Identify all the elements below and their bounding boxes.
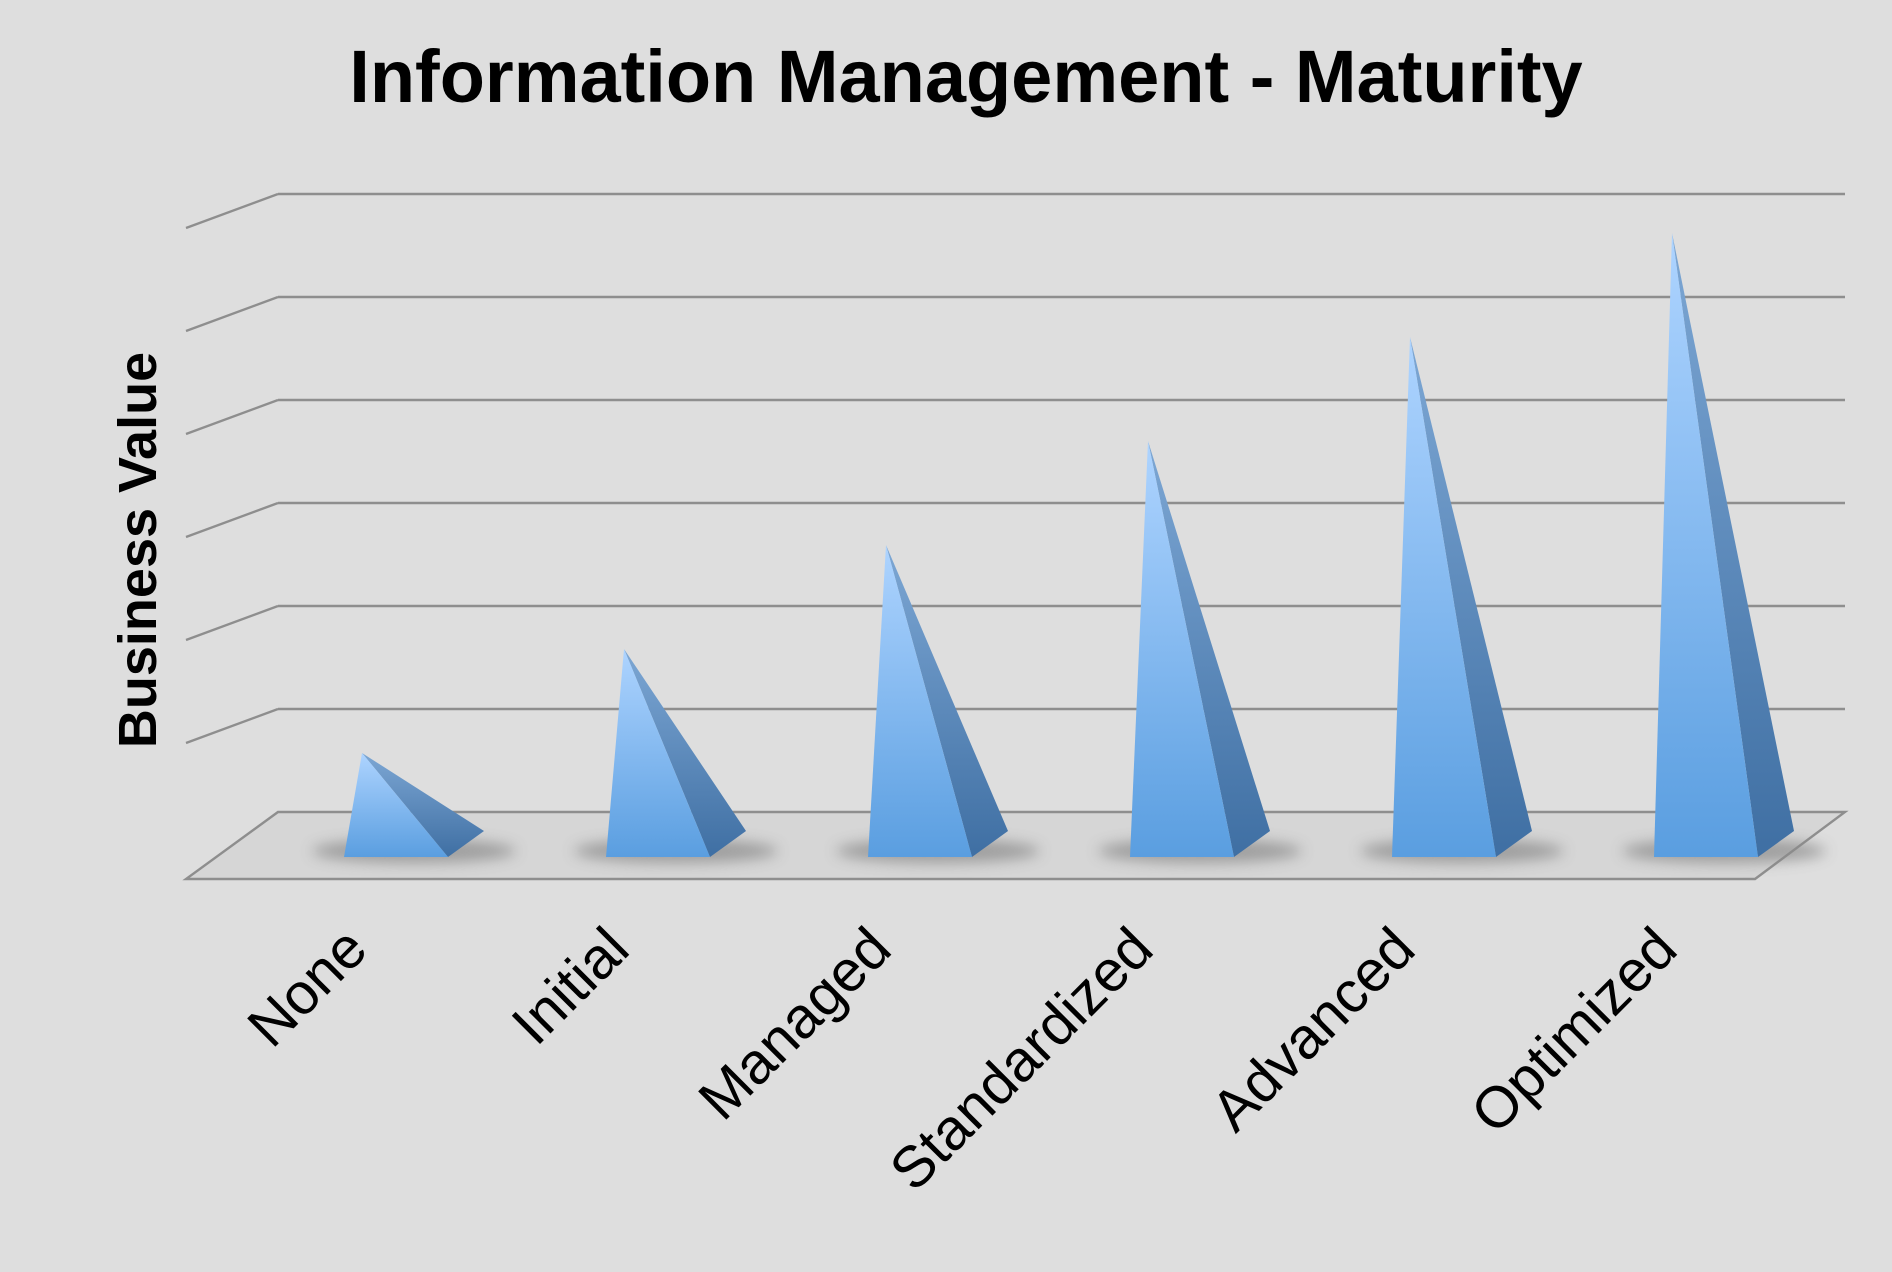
x-tick-label: Managed bbox=[686, 915, 903, 1132]
pyramid-bar bbox=[1360, 337, 1564, 863]
pyramid-side-face bbox=[362, 753, 484, 857]
pyramid-bar bbox=[1098, 441, 1302, 863]
gridline-side bbox=[185, 707, 279, 745]
pyramid-bar bbox=[1622, 233, 1826, 863]
pyramid-bar bbox=[312, 753, 516, 863]
y-axis-label: Business Value bbox=[108, 352, 168, 748]
x-tick-label: Initial bbox=[499, 915, 641, 1057]
pyramid-front-face bbox=[606, 649, 710, 857]
pyramid-side-face bbox=[1148, 441, 1270, 857]
pyramid-side-face bbox=[1410, 337, 1532, 857]
gridline-side bbox=[185, 295, 279, 333]
gridline-side bbox=[185, 501, 279, 539]
x-tick-label: Optimized bbox=[1459, 915, 1690, 1146]
pyramid-side-face bbox=[886, 545, 1008, 857]
gridline-side bbox=[185, 192, 279, 230]
pyramid-bar bbox=[574, 649, 778, 863]
pyramid-side-face bbox=[624, 649, 746, 857]
pyramid-front-face bbox=[1654, 233, 1758, 857]
gridline-side bbox=[185, 604, 279, 642]
x-tick-label: Advanced bbox=[1199, 915, 1427, 1143]
pyramid-bar bbox=[836, 545, 1040, 863]
pyramid-front-face bbox=[344, 753, 448, 857]
gridlines bbox=[185, 192, 1845, 745]
chart-title: Information Management - Maturity bbox=[349, 35, 1582, 118]
pyramid-front-face bbox=[868, 545, 972, 857]
pyramid-front-face bbox=[1130, 441, 1234, 857]
x-tick-label: None bbox=[235, 915, 379, 1059]
gridline-side bbox=[185, 398, 279, 436]
pyramid-side-face bbox=[1672, 233, 1794, 857]
pyramid-series bbox=[312, 233, 1826, 863]
pyramid-front-face bbox=[1392, 337, 1496, 857]
x-tick-label: Standardized bbox=[878, 915, 1166, 1203]
